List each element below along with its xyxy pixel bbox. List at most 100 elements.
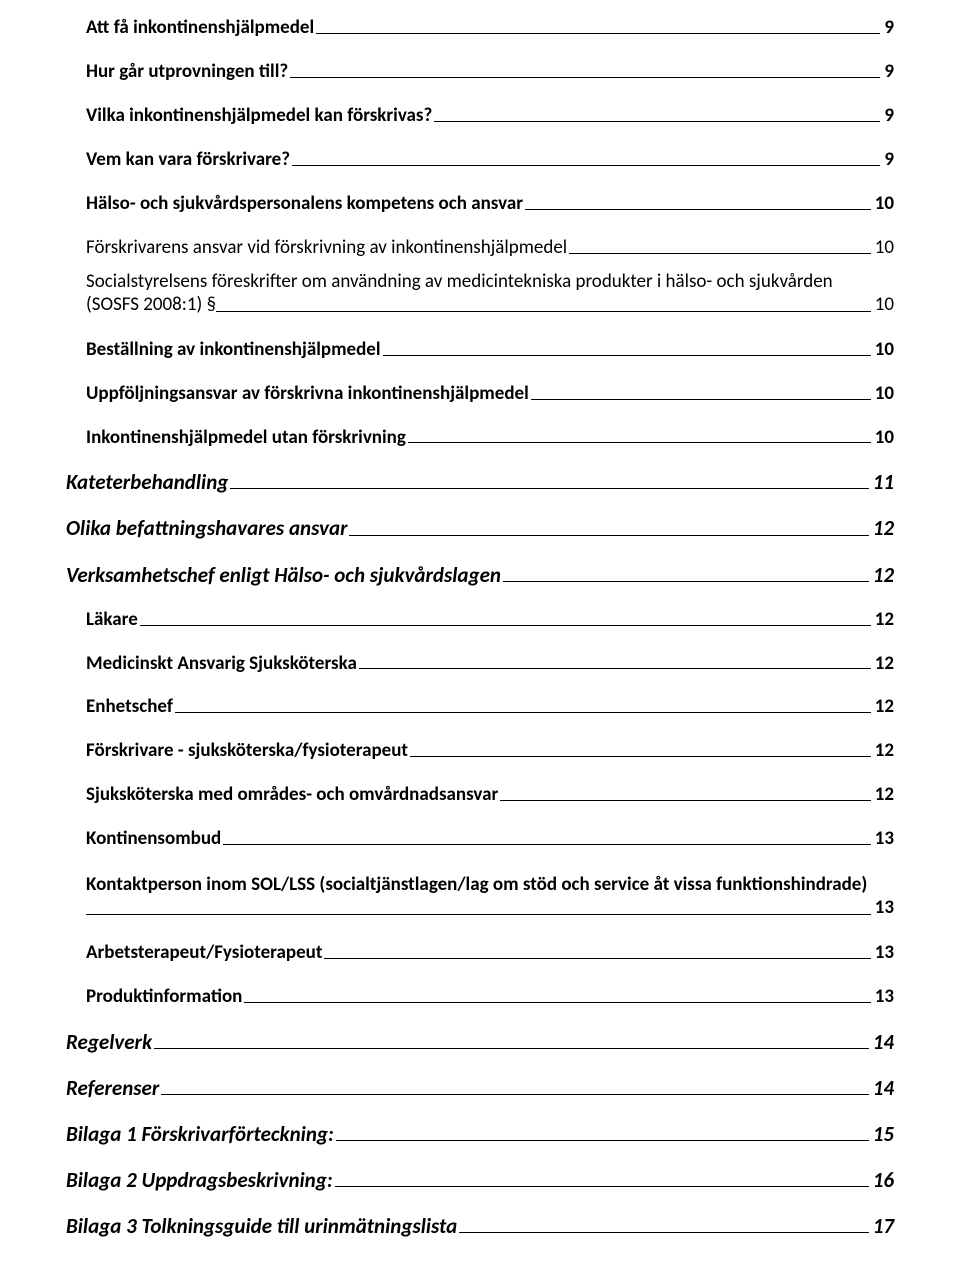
toc-entry-page: 14 [873, 1031, 894, 1053]
toc-entry: Socialstyrelsens föreskrifter om användn… [86, 270, 894, 316]
toc-entry-page: 10 [875, 384, 894, 404]
toc-entry: Sjuksköterska med områdes- och omvårdnad… [86, 785, 894, 805]
toc-entry-label: Hur går utprovningen till? [86, 62, 288, 82]
toc-entry-label: Beställning av inkontinenshjälpmedel [86, 340, 381, 360]
toc-entry: Medicinskt Ansvarig Sjuksköterska 12 [86, 654, 894, 674]
toc-entry-label: Förskrivarens ansvar vid förskrivning av… [86, 238, 567, 258]
toc-leader [335, 1186, 869, 1187]
toc-entry: Att få inkontinenshjälpmedel9 [86, 18, 894, 38]
toc-leader [531, 399, 871, 400]
toc-entry-label: Att få inkontinenshjälpmedel [86, 18, 314, 38]
toc-leader [410, 756, 871, 757]
toc-entry: Bilaga 2 Uppdragsbeskrivning: 16 [66, 1169, 894, 1191]
toc-entry-page: 12 [875, 697, 894, 717]
toc-entry: Hur går utprovningen till? 9 [86, 62, 894, 82]
toc-leader [525, 209, 871, 210]
toc-entry-page: 13 [875, 896, 894, 919]
toc-entry-page: 12 [873, 564, 894, 586]
toc-entry-label: Olika befattningshavares ansvar [66, 517, 347, 539]
toc-leader [223, 844, 870, 845]
toc-entry-label: Regelverk [66, 1031, 152, 1053]
toc-entry: Bilaga 3 Tolkningsguide till urinmätning… [66, 1215, 894, 1237]
toc-leader [569, 253, 871, 254]
toc-leader [175, 712, 871, 713]
toc-leader [500, 800, 870, 801]
toc-entry-page: 10 [875, 194, 894, 214]
toc-leader [140, 625, 871, 626]
toc-leader [216, 311, 871, 312]
toc-entry-label: Enhetschef [86, 697, 173, 717]
toc-entry-page: 9 [884, 62, 894, 82]
toc-entry-label: Förskrivare - sjuksköterska/fysioterapeu… [86, 741, 408, 761]
toc-entry-page: 16 [873, 1169, 894, 1191]
toc-entry-label: Medicinskt Ansvarig Sjuksköterska [86, 654, 357, 674]
toc-entry-page: 10 [875, 238, 894, 258]
toc-entry-page: 12 [875, 654, 894, 674]
toc-leader [324, 958, 870, 959]
toc-leader [359, 668, 871, 669]
toc-entry: Kontinensombud 13 [86, 829, 894, 849]
toc-entry-label: Bilaga 3 Tolkningsguide till urinmätning… [66, 1215, 457, 1237]
toc-entry: Läkare 12 [86, 610, 894, 630]
toc-entry-label: Vem kan vara förskrivare? [86, 150, 290, 170]
toc-entry: Förskrivare - sjuksköterska/fysioterapeu… [86, 741, 894, 761]
toc-entry-label: Kateterbehandling [66, 471, 228, 493]
toc-entry-label: Verksamhetschef enligt Hälso- och sjukvå… [66, 564, 501, 586]
toc-entry-label: Läkare [86, 610, 138, 630]
toc-leader [290, 77, 880, 78]
toc-entry-page: 12 [875, 610, 894, 630]
toc-entry: Förskrivarens ansvar vid förskrivning av… [86, 238, 894, 258]
toc-entry-page: 11 [873, 471, 894, 493]
toc-leader [336, 1140, 869, 1141]
toc-leader [154, 1048, 869, 1049]
toc-entry-page: 17 [873, 1215, 894, 1237]
toc-leader [292, 165, 880, 166]
toc-entry: Olika befattningshavares ansvar 12 [66, 517, 894, 539]
toc-leader [161, 1094, 868, 1095]
toc-entry: Produktinformation 13 [86, 987, 894, 1007]
toc-entry-page: 12 [875, 741, 894, 761]
toc-entry-page: 15 [873, 1123, 894, 1145]
toc-entry: Inkontinenshjälpmedel utan förskrivning 1… [86, 428, 894, 448]
toc-entry-label: Referenser [66, 1077, 159, 1099]
toc-entry-page: 10 [875, 293, 894, 316]
toc-entry: Verksamhetschef enligt Hälso- och sjukvå… [66, 564, 894, 586]
toc-entry: Enhetschef 12 [86, 697, 894, 717]
toc-entry-page: 12 [875, 785, 894, 805]
toc-entry: Beställning av inkontinenshjälpmedel 10 [86, 340, 894, 360]
toc-leader [408, 442, 871, 443]
toc-entry-page: 12 [873, 517, 894, 539]
toc-leader [349, 535, 868, 536]
toc-entry-label: Inkontinenshjälpmedel utan förskrivning [86, 428, 406, 448]
toc-leader [383, 355, 871, 356]
toc-entry-label: Socialstyrelsens föreskrifter om användn… [86, 270, 894, 293]
toc-entry-page: 10 [875, 428, 894, 448]
toc-page: Att få inkontinenshjälpmedel9Hur går utp… [0, 0, 960, 1267]
toc-entry: Uppföljningsansvar av förskrivna inkonti… [86, 384, 894, 404]
toc-entry-page: 13 [875, 829, 894, 849]
toc-entry: Kateterbehandling 11 [66, 471, 894, 493]
toc-entry: Kontaktperson inom SOL/LSS (socialtjänst… [86, 873, 894, 919]
toc-entry: Vem kan vara förskrivare?9 [86, 150, 894, 170]
toc-entry-label: Vilka inkontinenshjälpmedel kan förskriv… [86, 106, 432, 126]
toc-entry-page: 14 [873, 1077, 894, 1099]
toc-entry-label: Hälso- och sjukvårdspersonalens kompeten… [86, 194, 523, 214]
toc-leader [503, 581, 869, 582]
toc-entry: Regelverk 14 [66, 1031, 894, 1053]
toc-leader [434, 121, 880, 122]
toc-entry-label: Produktinformation [86, 987, 242, 1007]
toc-entry: Arbetsterapeut/Fysioterapeut13 [86, 943, 894, 963]
toc-entry-label: Kontaktperson inom SOL/LSS (socialtjänst… [86, 873, 894, 896]
toc-leader [459, 1232, 869, 1233]
toc-entry-label: Bilaga 2 Uppdragsbeskrivning: [66, 1169, 333, 1191]
toc-entry-page: 13 [875, 943, 894, 963]
toc-entry-label: Uppföljningsansvar av förskrivna inkonti… [86, 384, 529, 404]
toc-entry-page: 13 [875, 987, 894, 1007]
toc-entry-label: Bilaga 1 Förskrivarförteckning: [66, 1123, 334, 1145]
toc-leader [244, 1002, 870, 1003]
toc-entry-label: (SOSFS 2008:1) § [86, 293, 216, 316]
toc-leader [316, 33, 880, 34]
toc-entry-label: Kontinensombud [86, 829, 221, 849]
toc-entry-page: 10 [875, 340, 894, 360]
toc-leader [230, 488, 868, 489]
